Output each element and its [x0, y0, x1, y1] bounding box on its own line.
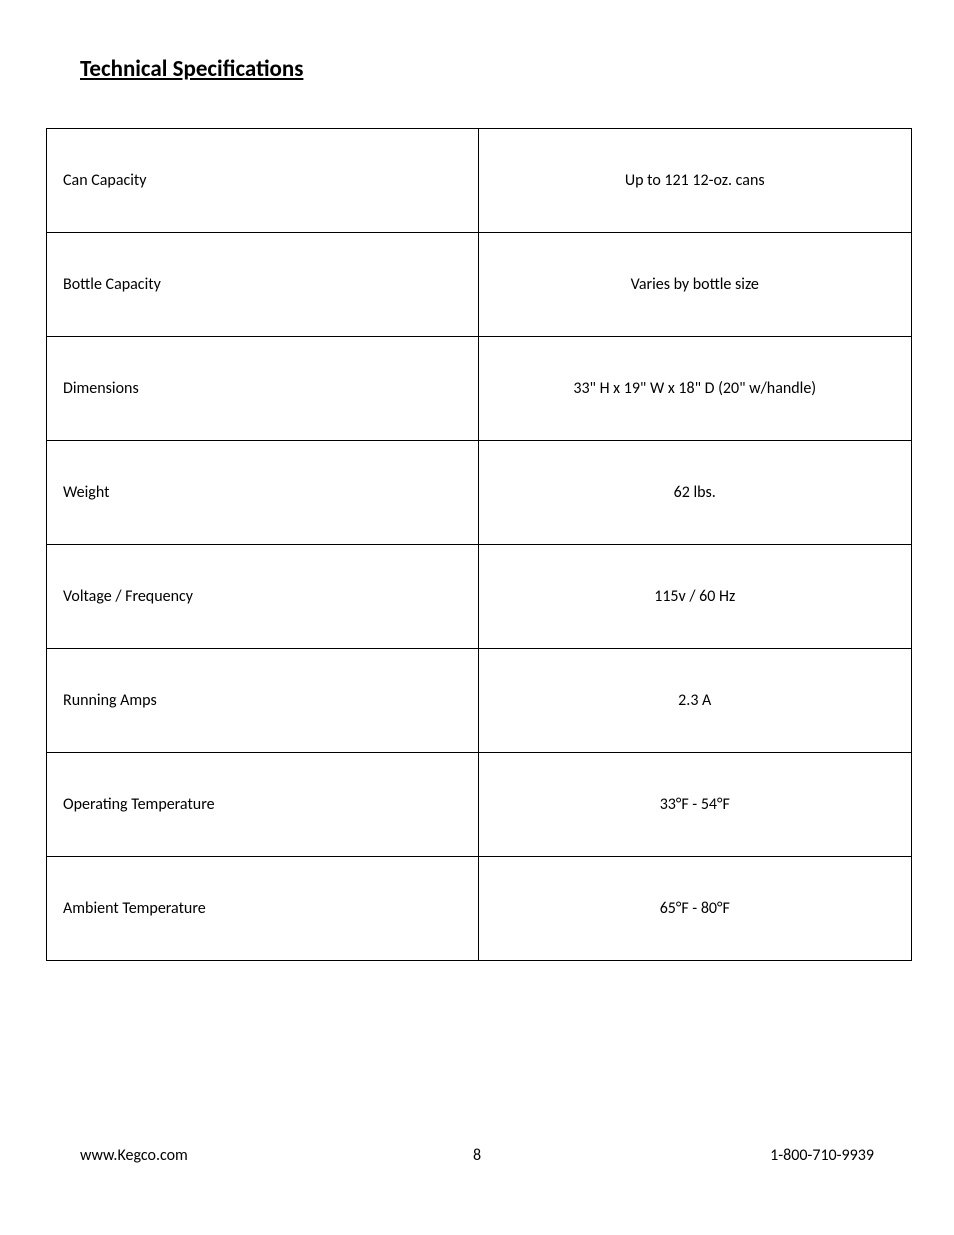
footer-page-number: 8 [473, 1146, 481, 1165]
table-row: Bottle Capacity Varies by bottle size [47, 233, 912, 337]
spec-label: Can Capacity [47, 129, 479, 233]
spec-label: Weight [47, 441, 479, 545]
table-row: Operating Temperature 33°F - 54°F [47, 753, 912, 857]
spec-label: Ambient Temperature [47, 857, 479, 961]
table-row: Ambient Temperature 65°F - 80°F [47, 857, 912, 961]
spec-label: Dimensions [47, 337, 479, 441]
table-row: Voltage / Frequency 115v / 60 Hz [47, 545, 912, 649]
footer-website: www.Kegco.com [80, 1146, 188, 1165]
spec-value: 115v / 60 Hz [478, 545, 912, 649]
spec-value: 62 lbs. [478, 441, 912, 545]
table-row: Can Capacity Up to 121 12-oz. cans [47, 129, 912, 233]
page-footer: www.Kegco.com 8 1-800-710-9939 [80, 1146, 874, 1165]
spec-label: Voltage / Frequency [47, 545, 479, 649]
spec-table-body: Can Capacity Up to 121 12-oz. cans Bottl… [47, 129, 912, 961]
spec-label: Running Amps [47, 649, 479, 753]
spec-value: 33" H x 19" W x 18" D (20" w/handle) [478, 337, 912, 441]
spec-value: Varies by bottle size [478, 233, 912, 337]
table-row: Running Amps 2.3 A [47, 649, 912, 753]
spec-value: 65°F - 80°F [478, 857, 912, 961]
page-heading: Technical Specifications [80, 55, 874, 83]
spec-table: Can Capacity Up to 121 12-oz. cans Bottl… [46, 128, 912, 961]
spec-value: 2.3 A [478, 649, 912, 753]
footer-phone: 1-800-710-9939 [770, 1146, 874, 1165]
spec-value: 33°F - 54°F [478, 753, 912, 857]
spec-label: Operating Temperature [47, 753, 479, 857]
table-row: Dimensions 33" H x 19" W x 18" D (20" w/… [47, 337, 912, 441]
spec-label: Bottle Capacity [47, 233, 479, 337]
spec-value: Up to 121 12-oz. cans [478, 129, 912, 233]
table-row: Weight 62 lbs. [47, 441, 912, 545]
